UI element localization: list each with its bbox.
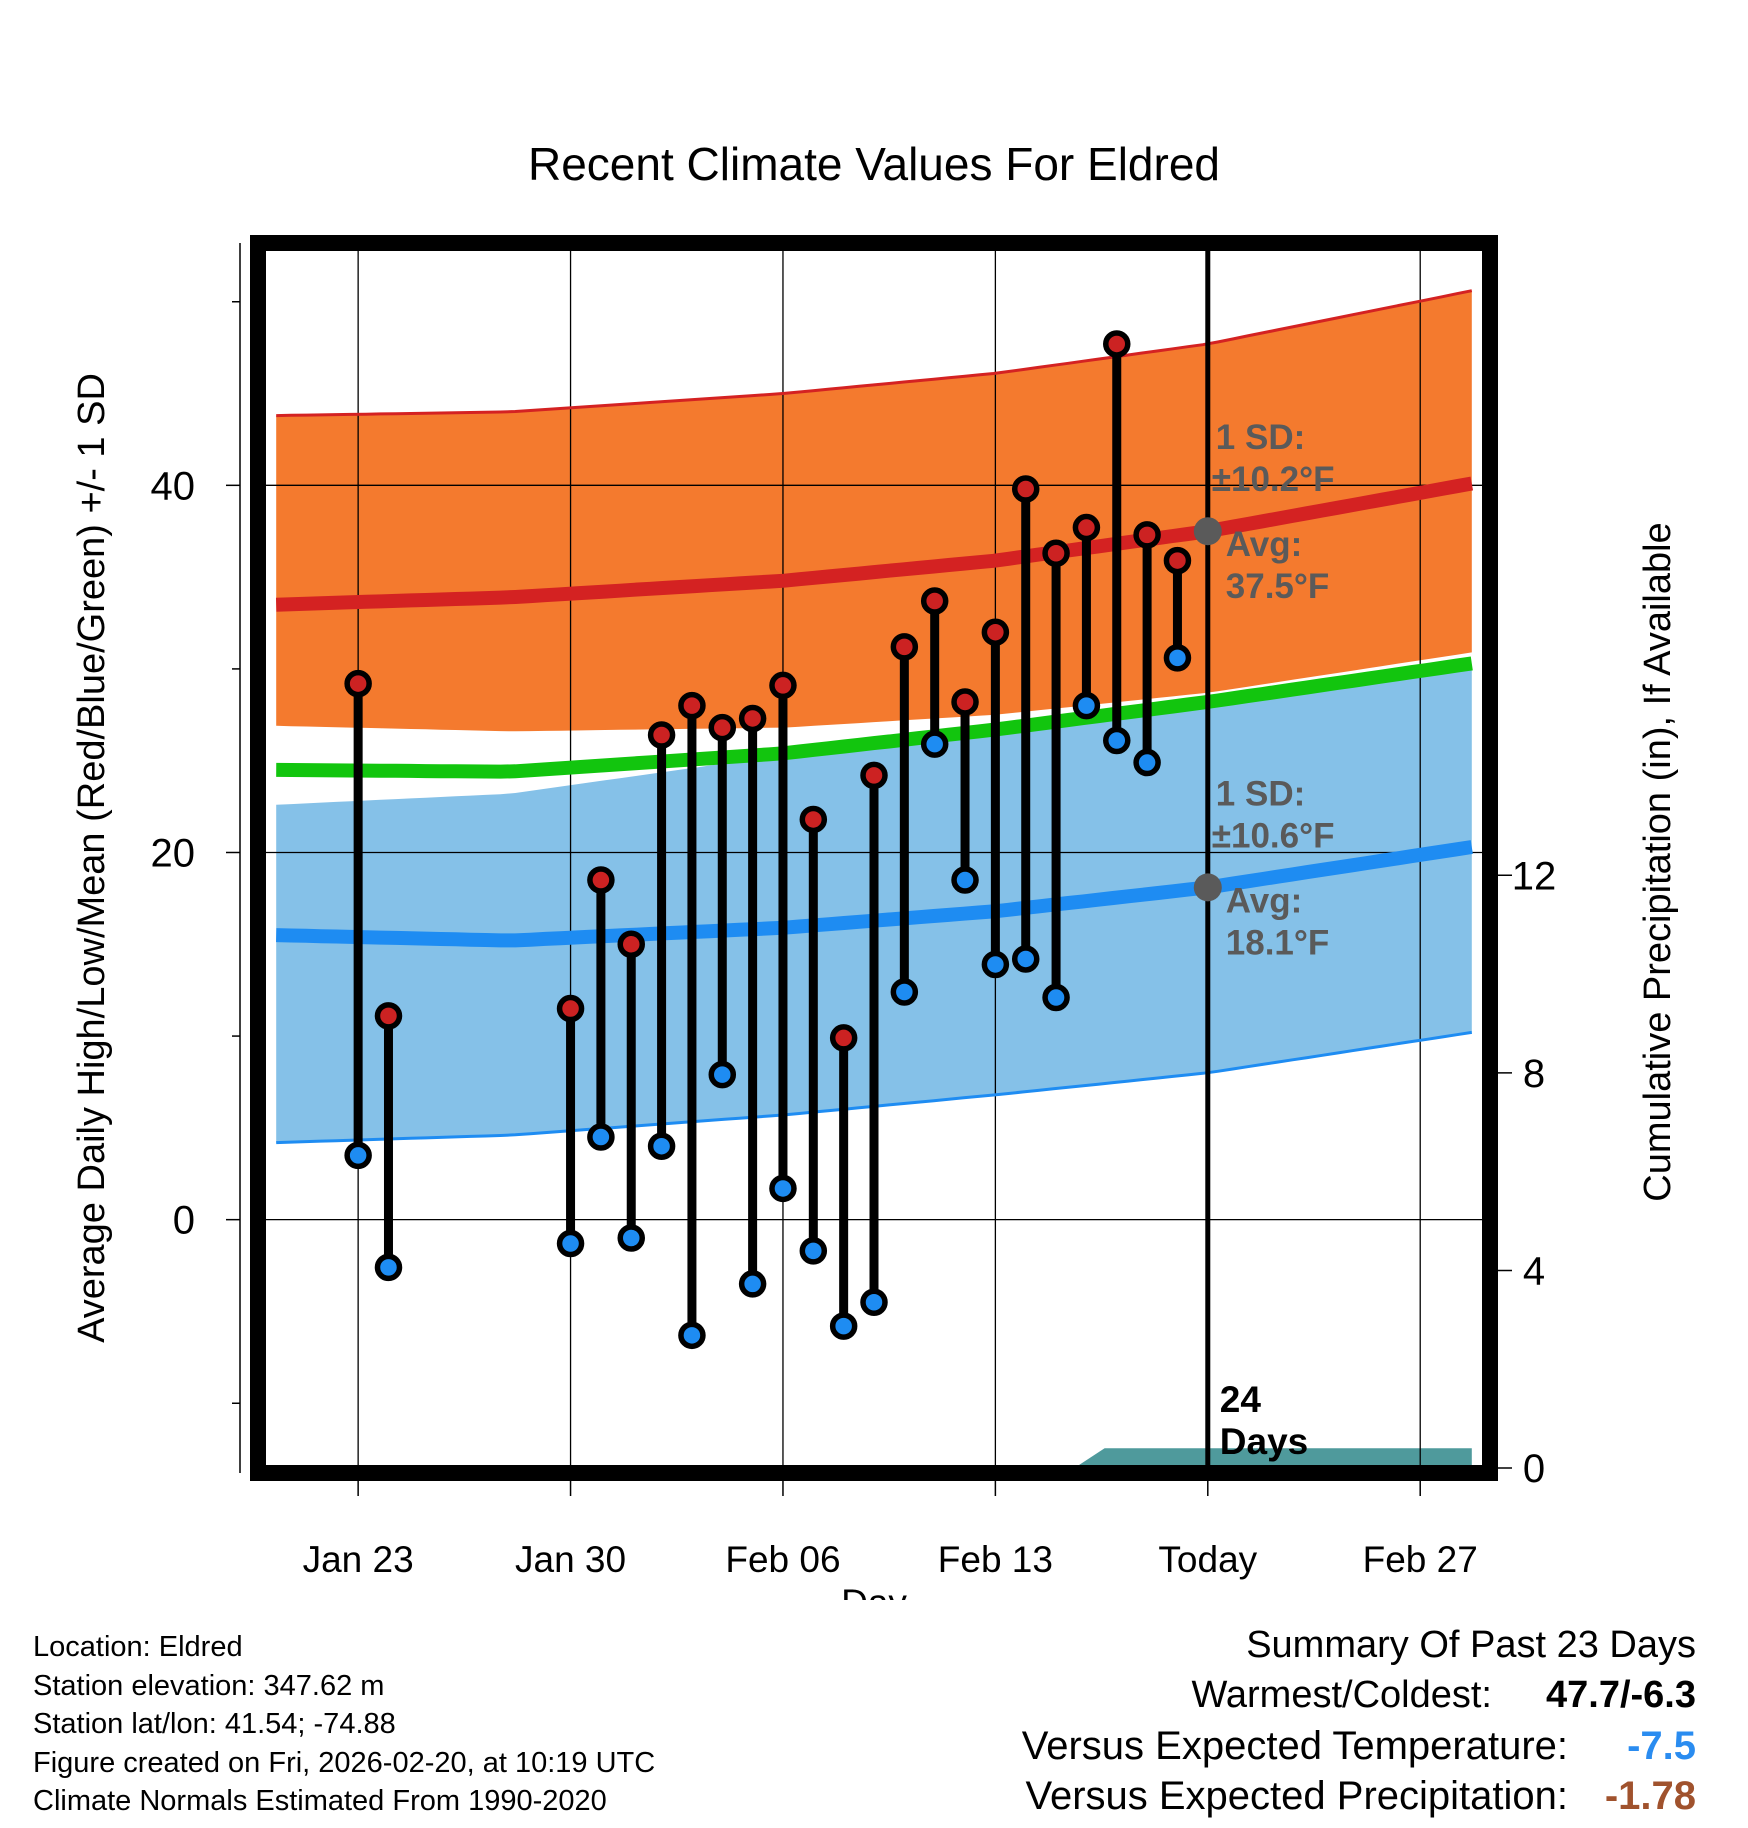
daily-low-point xyxy=(951,866,979,894)
y-tick-label: 0 xyxy=(173,1199,195,1243)
high-sd-label: 1 SD: xyxy=(1216,418,1305,457)
x-tick-label: Feb 06 xyxy=(725,1539,840,1580)
daily-high-point xyxy=(1072,513,1101,542)
daily-low-point xyxy=(344,1141,372,1170)
x-axis-label: Day xyxy=(841,1582,907,1600)
y2-axis-label: Cumulative Precipitation (in), If Availa… xyxy=(1637,522,1679,1201)
daily-high-point xyxy=(647,721,676,749)
daily-high-point xyxy=(678,691,706,720)
precip-departure-label: Versus Expected Precipitation: xyxy=(1025,1774,1568,1818)
precip-departure-value: -1.78 xyxy=(1604,1774,1696,1818)
high-avg-value: 37.5°F xyxy=(1226,567,1330,606)
latlon-line: Station lat/lon: 41.54; -74.88 xyxy=(33,1708,396,1740)
daily-high-point xyxy=(617,930,645,959)
y2-tick-label: 0 xyxy=(1523,1447,1545,1491)
daily-high-point xyxy=(920,587,949,615)
daily-low-point xyxy=(708,1060,737,1089)
chart-title: Recent Climate Values For Eldred xyxy=(528,138,1220,190)
daily-high-point xyxy=(1011,475,1040,503)
daily-high-point xyxy=(1133,521,1161,549)
daily-high-point xyxy=(1103,330,1131,358)
low-sd-value: ±10.6°F xyxy=(1212,816,1335,855)
plot-frame xyxy=(250,235,1498,1481)
daily-low-point xyxy=(1103,726,1131,755)
high-avg-marker xyxy=(1193,517,1222,546)
daily-low-point xyxy=(1042,983,1070,1012)
high-sd-value: ±10.2°F xyxy=(1212,460,1335,499)
daily-low-point xyxy=(860,1288,888,1317)
summary-heading: Summary Of Past 23 Days xyxy=(1246,1624,1696,1666)
daily-high-point xyxy=(769,671,797,700)
low-avg-marker xyxy=(1193,873,1222,902)
daily-low-point xyxy=(556,1229,585,1258)
daily-low-point xyxy=(374,1253,403,1282)
temp-departure-label: Versus Expected Temperature: xyxy=(1021,1724,1568,1768)
elevation-line: Station elevation: 347.62 m xyxy=(33,1669,385,1702)
y-tick-label: 40 xyxy=(151,464,196,508)
normals-line: Climate Normals Estimated From 1990-2020 xyxy=(33,1785,607,1817)
daily-low-point xyxy=(647,1132,676,1160)
station-info: Location: Eldred Station elevation: 347.… xyxy=(33,1628,655,1821)
x-tick-label: Jan 23 xyxy=(303,1539,414,1580)
daily-high-point xyxy=(556,994,585,1023)
daily-low-point xyxy=(587,1123,615,1151)
daily-low-point xyxy=(678,1321,706,1350)
precip-area xyxy=(1079,1448,1472,1465)
daily-low-point xyxy=(981,950,1010,979)
daily-low-point xyxy=(1011,945,1040,973)
y-tick-label: 20 xyxy=(151,831,196,875)
x-tick-label: Today xyxy=(1158,1539,1257,1580)
x-tick-label: Jan 30 xyxy=(515,1539,626,1580)
high-sd-band xyxy=(276,290,1472,732)
daily-high-point xyxy=(708,713,737,742)
y2-tick-label: 4 xyxy=(1523,1249,1545,1293)
low-avg-value: 18.1°F xyxy=(1226,923,1330,962)
location-line: Location: Eldred xyxy=(33,1631,243,1663)
daily-low-point xyxy=(920,730,949,758)
low-sd-label: 1 SD: xyxy=(1216,774,1305,813)
temp-departure-value: -7.5 xyxy=(1627,1724,1696,1768)
daily-low-point xyxy=(1133,748,1161,777)
days-count: 24 xyxy=(1220,1379,1262,1420)
y2-tick-label: 12 xyxy=(1512,854,1557,898)
daily-low-point xyxy=(799,1237,828,1265)
daily-high-point xyxy=(829,1024,858,1052)
x-tick-label: Feb 13 xyxy=(938,1539,1053,1580)
daily-low-point xyxy=(738,1270,767,1298)
daily-high-point xyxy=(860,761,888,790)
daily-low-point xyxy=(1163,644,1192,672)
daily-low-point xyxy=(1072,691,1101,720)
days-word: Days xyxy=(1220,1421,1308,1462)
daily-high-point xyxy=(344,669,372,698)
normal-high-line xyxy=(275,476,1474,612)
high-upper-line xyxy=(276,289,1473,418)
climate-chart: Recent Climate Values For Eldred 1 SD:±1… xyxy=(71,138,1679,1600)
daily-high-point xyxy=(799,805,828,834)
daily-high-point xyxy=(1042,539,1070,568)
daily-low-point xyxy=(617,1224,645,1252)
low-avg-label: Avg: xyxy=(1226,881,1302,920)
daily-low-point xyxy=(890,978,919,1006)
y2-tick-label: 8 xyxy=(1523,1052,1545,1096)
daily-high-point xyxy=(981,618,1010,646)
daily-high-point xyxy=(1163,546,1192,575)
daily-high-point xyxy=(951,688,979,716)
warm-cold-label: Warmest/Coldest: xyxy=(1191,1674,1492,1716)
warm-cold-value: 47.7/-6.3 xyxy=(1546,1674,1696,1716)
daily-high-point xyxy=(890,633,919,661)
normal-mean-line xyxy=(276,656,1473,779)
daily-low-point xyxy=(769,1174,797,1203)
x-tick-label: Feb 27 xyxy=(1363,1539,1478,1580)
daily-high-point xyxy=(587,866,615,894)
daily-low-point xyxy=(829,1312,858,1340)
high-avg-label: Avg: xyxy=(1226,525,1302,564)
daily-high-point xyxy=(738,704,767,733)
y-axis-label: Average Daily High/Low/Mean (Red/Blue/Gr… xyxy=(71,373,113,1343)
created-line: Figure created on Fri, 2026-02-20, at 10… xyxy=(33,1746,656,1779)
daily-high-point xyxy=(374,1002,403,1030)
